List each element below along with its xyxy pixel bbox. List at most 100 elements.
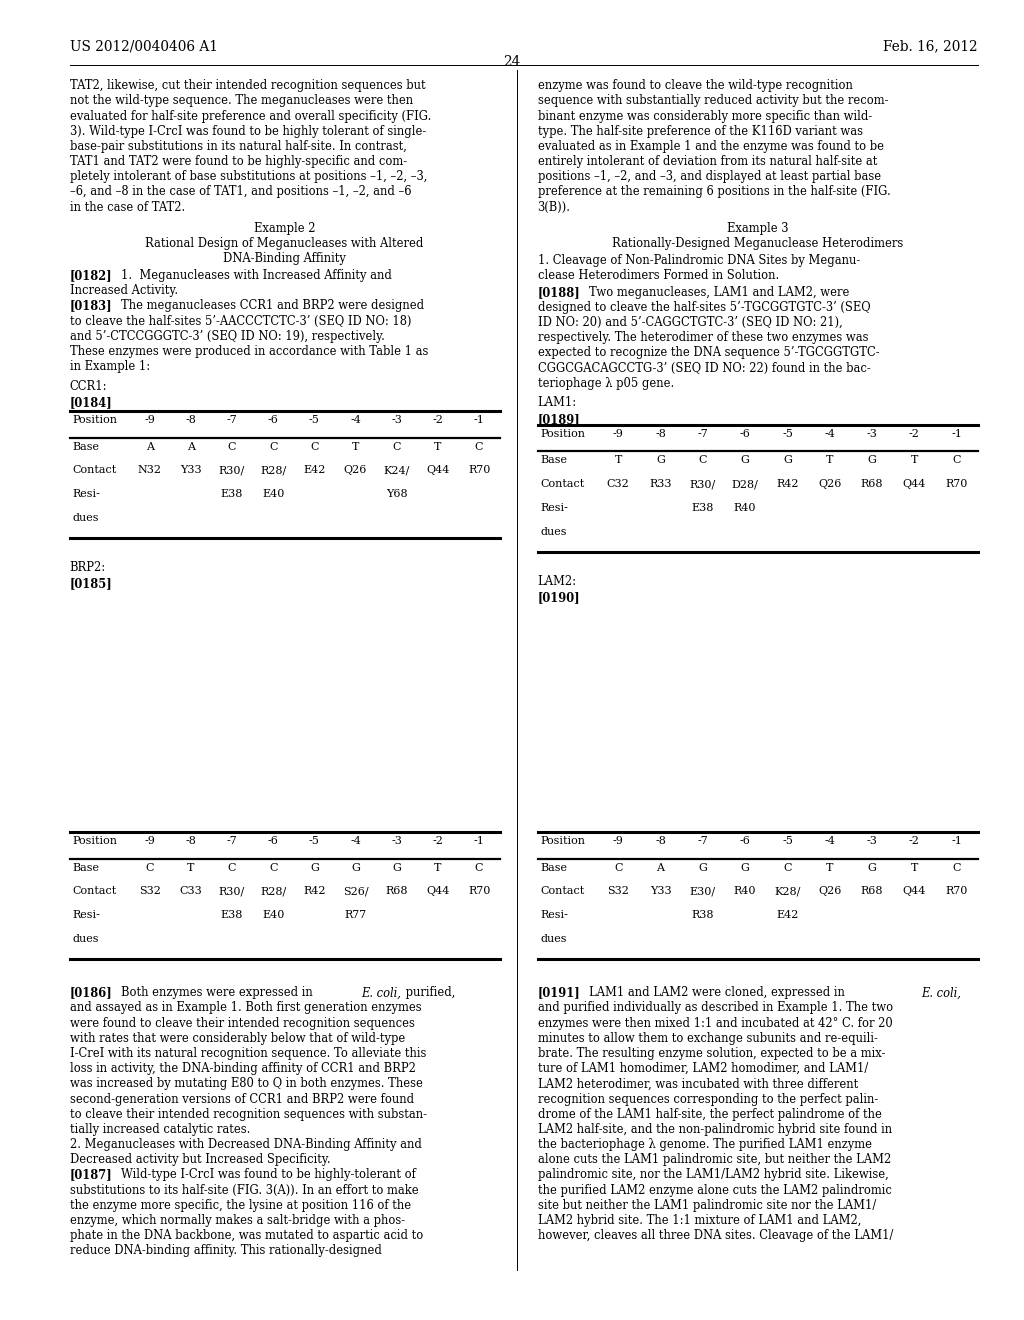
Text: enzyme, which normally makes a salt-bridge with a phos-: enzyme, which normally makes a salt-brid… <box>70 1214 404 1228</box>
Text: R70: R70 <box>945 887 968 896</box>
Text: A: A <box>145 441 154 451</box>
Text: C: C <box>475 441 483 451</box>
Text: reduce DNA-binding affinity. This rationally-designed: reduce DNA-binding affinity. This ration… <box>70 1245 382 1258</box>
Text: G: G <box>740 455 750 466</box>
Text: –6, and –8 in the case of TAT1, and positions –1, –2, and –6: –6, and –8 in the case of TAT1, and posi… <box>70 185 411 198</box>
Text: T: T <box>826 455 834 466</box>
Text: [0185]: [0185] <box>70 577 113 590</box>
Text: [0189]: [0189] <box>538 413 581 426</box>
Text: Example 2: Example 2 <box>254 222 315 235</box>
Text: -8: -8 <box>655 429 666 440</box>
Text: C: C <box>310 441 318 451</box>
Text: R70: R70 <box>468 466 490 475</box>
Text: -6: -6 <box>739 429 751 440</box>
Text: -2: -2 <box>432 414 443 425</box>
Text: Base: Base <box>541 863 567 873</box>
Text: DNA-Binding Affinity: DNA-Binding Affinity <box>223 252 346 265</box>
Text: the bacteriophage λ genome. The purified LAM1 enzyme: the bacteriophage λ genome. The purified… <box>538 1138 871 1151</box>
Text: G: G <box>351 863 360 873</box>
Text: C: C <box>475 863 483 873</box>
Text: dues: dues <box>73 512 99 523</box>
Text: C: C <box>614 863 623 873</box>
Text: R40: R40 <box>734 887 757 896</box>
Text: C: C <box>227 863 237 873</box>
Text: 24: 24 <box>504 55 520 70</box>
Text: -7: -7 <box>697 837 709 846</box>
Text: alone cuts the LAM1 palindromic site, but neither the LAM2: alone cuts the LAM1 palindromic site, bu… <box>538 1154 891 1167</box>
Text: -6: -6 <box>267 414 279 425</box>
Text: BRP2:: BRP2: <box>70 561 105 574</box>
Text: T: T <box>434 441 441 451</box>
Text: C: C <box>269 441 278 451</box>
Text: entirely intolerant of deviation from its natural half-site at: entirely intolerant of deviation from it… <box>538 154 877 168</box>
Text: Feb. 16, 2012: Feb. 16, 2012 <box>884 40 978 54</box>
Text: 1.  Meganucleases with Increased Affinity and: 1. Meganucleases with Increased Affinity… <box>121 269 392 282</box>
Text: Base: Base <box>541 455 567 466</box>
Text: -8: -8 <box>655 837 666 846</box>
Text: to cleave the half-sites 5’-AACCCTCTC-3’ (SEQ ID NO: 18): to cleave the half-sites 5’-AACCCTCTC-3’… <box>70 314 411 327</box>
Text: -5: -5 <box>782 429 793 440</box>
Text: LAM2 half-site, and the non-palindromic hybrid site found in: LAM2 half-site, and the non-palindromic … <box>538 1123 892 1137</box>
Text: were found to cleave their intended recognition sequences: were found to cleave their intended reco… <box>70 1016 415 1030</box>
Text: LAM1:: LAM1: <box>538 396 577 409</box>
Text: brate. The resulting enzyme solution, expected to be a mix-: brate. The resulting enzyme solution, ex… <box>538 1047 885 1060</box>
Text: -6: -6 <box>739 837 751 846</box>
Text: G: G <box>656 455 665 466</box>
Text: ture of LAM1 homodimer, LAM2 homodimer, and LAM1/: ture of LAM1 homodimer, LAM2 homodimer, … <box>538 1063 868 1076</box>
Text: dues: dues <box>541 935 567 944</box>
Text: T: T <box>614 455 622 466</box>
Text: T: T <box>187 863 195 873</box>
Text: loss in activity, the DNA-binding affinity of CCR1 and BRP2: loss in activity, the DNA-binding affini… <box>70 1063 416 1076</box>
Text: expected to recognize the DNA sequence 5’-TGCGGTGTC-: expected to recognize the DNA sequence 5… <box>538 346 880 359</box>
Text: Resi-: Resi- <box>73 911 100 920</box>
Text: Resi-: Resi- <box>73 490 100 499</box>
Text: S26/: S26/ <box>343 887 369 896</box>
Text: R70: R70 <box>945 479 968 490</box>
Text: N32: N32 <box>137 466 162 475</box>
Text: -9: -9 <box>612 429 624 440</box>
Text: [0188]: [0188] <box>538 285 581 298</box>
Text: R28/: R28/ <box>260 887 287 896</box>
Text: the enzyme more specific, the lysine at position 116 of the: the enzyme more specific, the lysine at … <box>70 1199 411 1212</box>
Text: ID NO: 20) and 5’-CAGGCTGTC-3’ (SEQ ID NO: 21),: ID NO: 20) and 5’-CAGGCTGTC-3’ (SEQ ID N… <box>538 315 843 329</box>
Text: 1. Cleavage of Non-Palindromic DNA Sites by Meganu-: 1. Cleavage of Non-Palindromic DNA Sites… <box>538 253 860 267</box>
Text: enzymes were then mixed 1:1 and incubated at 42° C. for 20: enzymes were then mixed 1:1 and incubate… <box>538 1016 892 1030</box>
Text: G: G <box>867 863 877 873</box>
Text: Y33: Y33 <box>649 887 672 896</box>
Text: T: T <box>910 455 919 466</box>
Text: substitutions to its half-site (FIG. 3(A)). In an effort to make: substitutions to its half-site (FIG. 3(A… <box>70 1184 418 1197</box>
Text: -5: -5 <box>309 414 319 425</box>
Text: 2. Meganucleases with Decreased DNA-Binding Affinity and: 2. Meganucleases with Decreased DNA-Bind… <box>70 1138 422 1151</box>
Text: R77: R77 <box>344 911 367 920</box>
Text: Increased Activity.: Increased Activity. <box>70 284 178 297</box>
Text: -7: -7 <box>226 414 238 425</box>
Text: T: T <box>434 863 441 873</box>
Text: minutes to allow them to exchange subunits and re-equili-: minutes to allow them to exchange subuni… <box>538 1032 878 1045</box>
Text: with rates that were considerably below that of wild-type: with rates that were considerably below … <box>70 1032 404 1045</box>
Text: E30/: E30/ <box>690 887 716 896</box>
Text: Base: Base <box>73 863 99 873</box>
Text: sequence with substantially reduced activity but the recom-: sequence with substantially reduced acti… <box>538 95 888 107</box>
Text: [0184]: [0184] <box>70 396 113 409</box>
Text: T: T <box>826 863 834 873</box>
Text: R28/: R28/ <box>260 466 287 475</box>
Text: R42: R42 <box>776 479 799 490</box>
Text: designed to cleave the half-sites 5’-TGCGGTGTC-3’ (SEQ: designed to cleave the half-sites 5’-TGC… <box>538 301 870 314</box>
Text: R68: R68 <box>385 887 408 896</box>
Text: -4: -4 <box>350 837 361 846</box>
Text: Example 3: Example 3 <box>727 222 788 235</box>
Text: tially increased catalytic rates.: tially increased catalytic rates. <box>70 1123 250 1137</box>
Text: LAM2 heterodimer, was incubated with three different: LAM2 heterodimer, was incubated with thr… <box>538 1077 858 1090</box>
Text: C: C <box>269 863 278 873</box>
Text: G: G <box>783 455 792 466</box>
Text: Base: Base <box>73 441 99 451</box>
Text: C: C <box>952 863 961 873</box>
Text: Decreased activity but Increased Specificity.: Decreased activity but Increased Specifi… <box>70 1154 331 1167</box>
Text: -2: -2 <box>909 837 920 846</box>
Text: Contact: Contact <box>73 887 117 896</box>
Text: was increased by mutating E80 to Q in both enzymes. These: was increased by mutating E80 to Q in bo… <box>70 1077 423 1090</box>
Text: G: G <box>867 455 877 466</box>
Text: Rationally-Designed Meganuclease Heterodimers: Rationally-Designed Meganuclease Heterod… <box>612 238 903 249</box>
Text: C: C <box>392 441 401 451</box>
Text: type. The half-site preference of the K116D variant was: type. The half-site preference of the K1… <box>538 124 862 137</box>
